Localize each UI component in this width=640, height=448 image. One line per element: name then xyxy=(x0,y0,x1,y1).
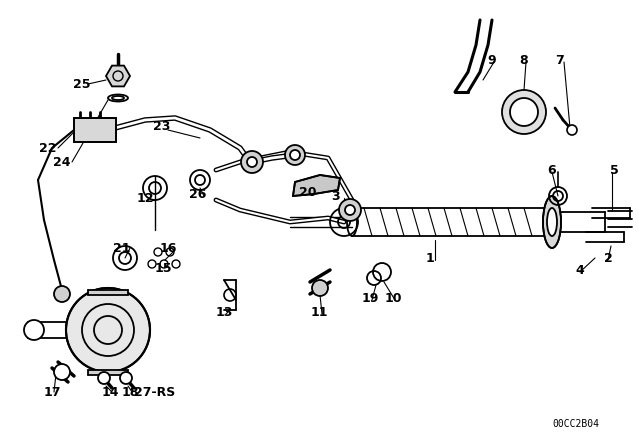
Circle shape xyxy=(120,372,132,384)
Text: 26: 26 xyxy=(189,188,207,201)
Text: 3: 3 xyxy=(332,190,340,202)
Polygon shape xyxy=(106,65,130,86)
Text: 20: 20 xyxy=(300,185,317,198)
Circle shape xyxy=(567,125,577,135)
Circle shape xyxy=(24,320,44,340)
Text: 7: 7 xyxy=(556,53,564,66)
Text: 9: 9 xyxy=(488,53,496,66)
Text: 15: 15 xyxy=(154,262,172,275)
Polygon shape xyxy=(88,290,128,295)
Circle shape xyxy=(312,280,328,296)
Circle shape xyxy=(502,90,546,134)
Text: 24: 24 xyxy=(53,155,71,168)
Text: 10: 10 xyxy=(384,292,402,305)
Text: 8: 8 xyxy=(520,53,528,66)
Circle shape xyxy=(241,151,263,173)
Polygon shape xyxy=(293,175,340,196)
Polygon shape xyxy=(74,118,116,142)
Text: 19: 19 xyxy=(362,292,379,305)
Text: 6: 6 xyxy=(548,164,556,177)
Ellipse shape xyxy=(543,196,561,248)
Text: 16: 16 xyxy=(159,241,177,254)
Circle shape xyxy=(247,157,257,167)
Circle shape xyxy=(510,98,538,126)
Text: 1: 1 xyxy=(426,251,435,264)
Text: 21: 21 xyxy=(113,241,131,254)
Text: 00CC2B04: 00CC2B04 xyxy=(552,419,600,429)
Text: 4: 4 xyxy=(575,263,584,276)
Text: 12: 12 xyxy=(136,191,154,204)
Circle shape xyxy=(98,372,110,384)
Text: 23: 23 xyxy=(154,120,171,133)
Circle shape xyxy=(54,286,70,302)
Text: 11: 11 xyxy=(310,306,328,319)
Text: 13: 13 xyxy=(215,306,233,319)
Ellipse shape xyxy=(547,208,557,236)
Circle shape xyxy=(54,364,70,380)
Text: 18: 18 xyxy=(122,385,139,399)
Circle shape xyxy=(285,145,305,165)
Text: 5: 5 xyxy=(610,164,618,177)
Circle shape xyxy=(290,150,300,160)
Text: 14: 14 xyxy=(101,385,119,399)
Circle shape xyxy=(66,288,150,372)
Polygon shape xyxy=(88,370,128,375)
Text: 27-RS: 27-RS xyxy=(134,385,175,399)
Circle shape xyxy=(339,199,361,221)
Text: 22: 22 xyxy=(39,142,57,155)
Circle shape xyxy=(345,205,355,215)
Text: 25: 25 xyxy=(73,78,91,90)
Text: 2: 2 xyxy=(604,251,612,264)
Text: 17: 17 xyxy=(44,385,61,399)
